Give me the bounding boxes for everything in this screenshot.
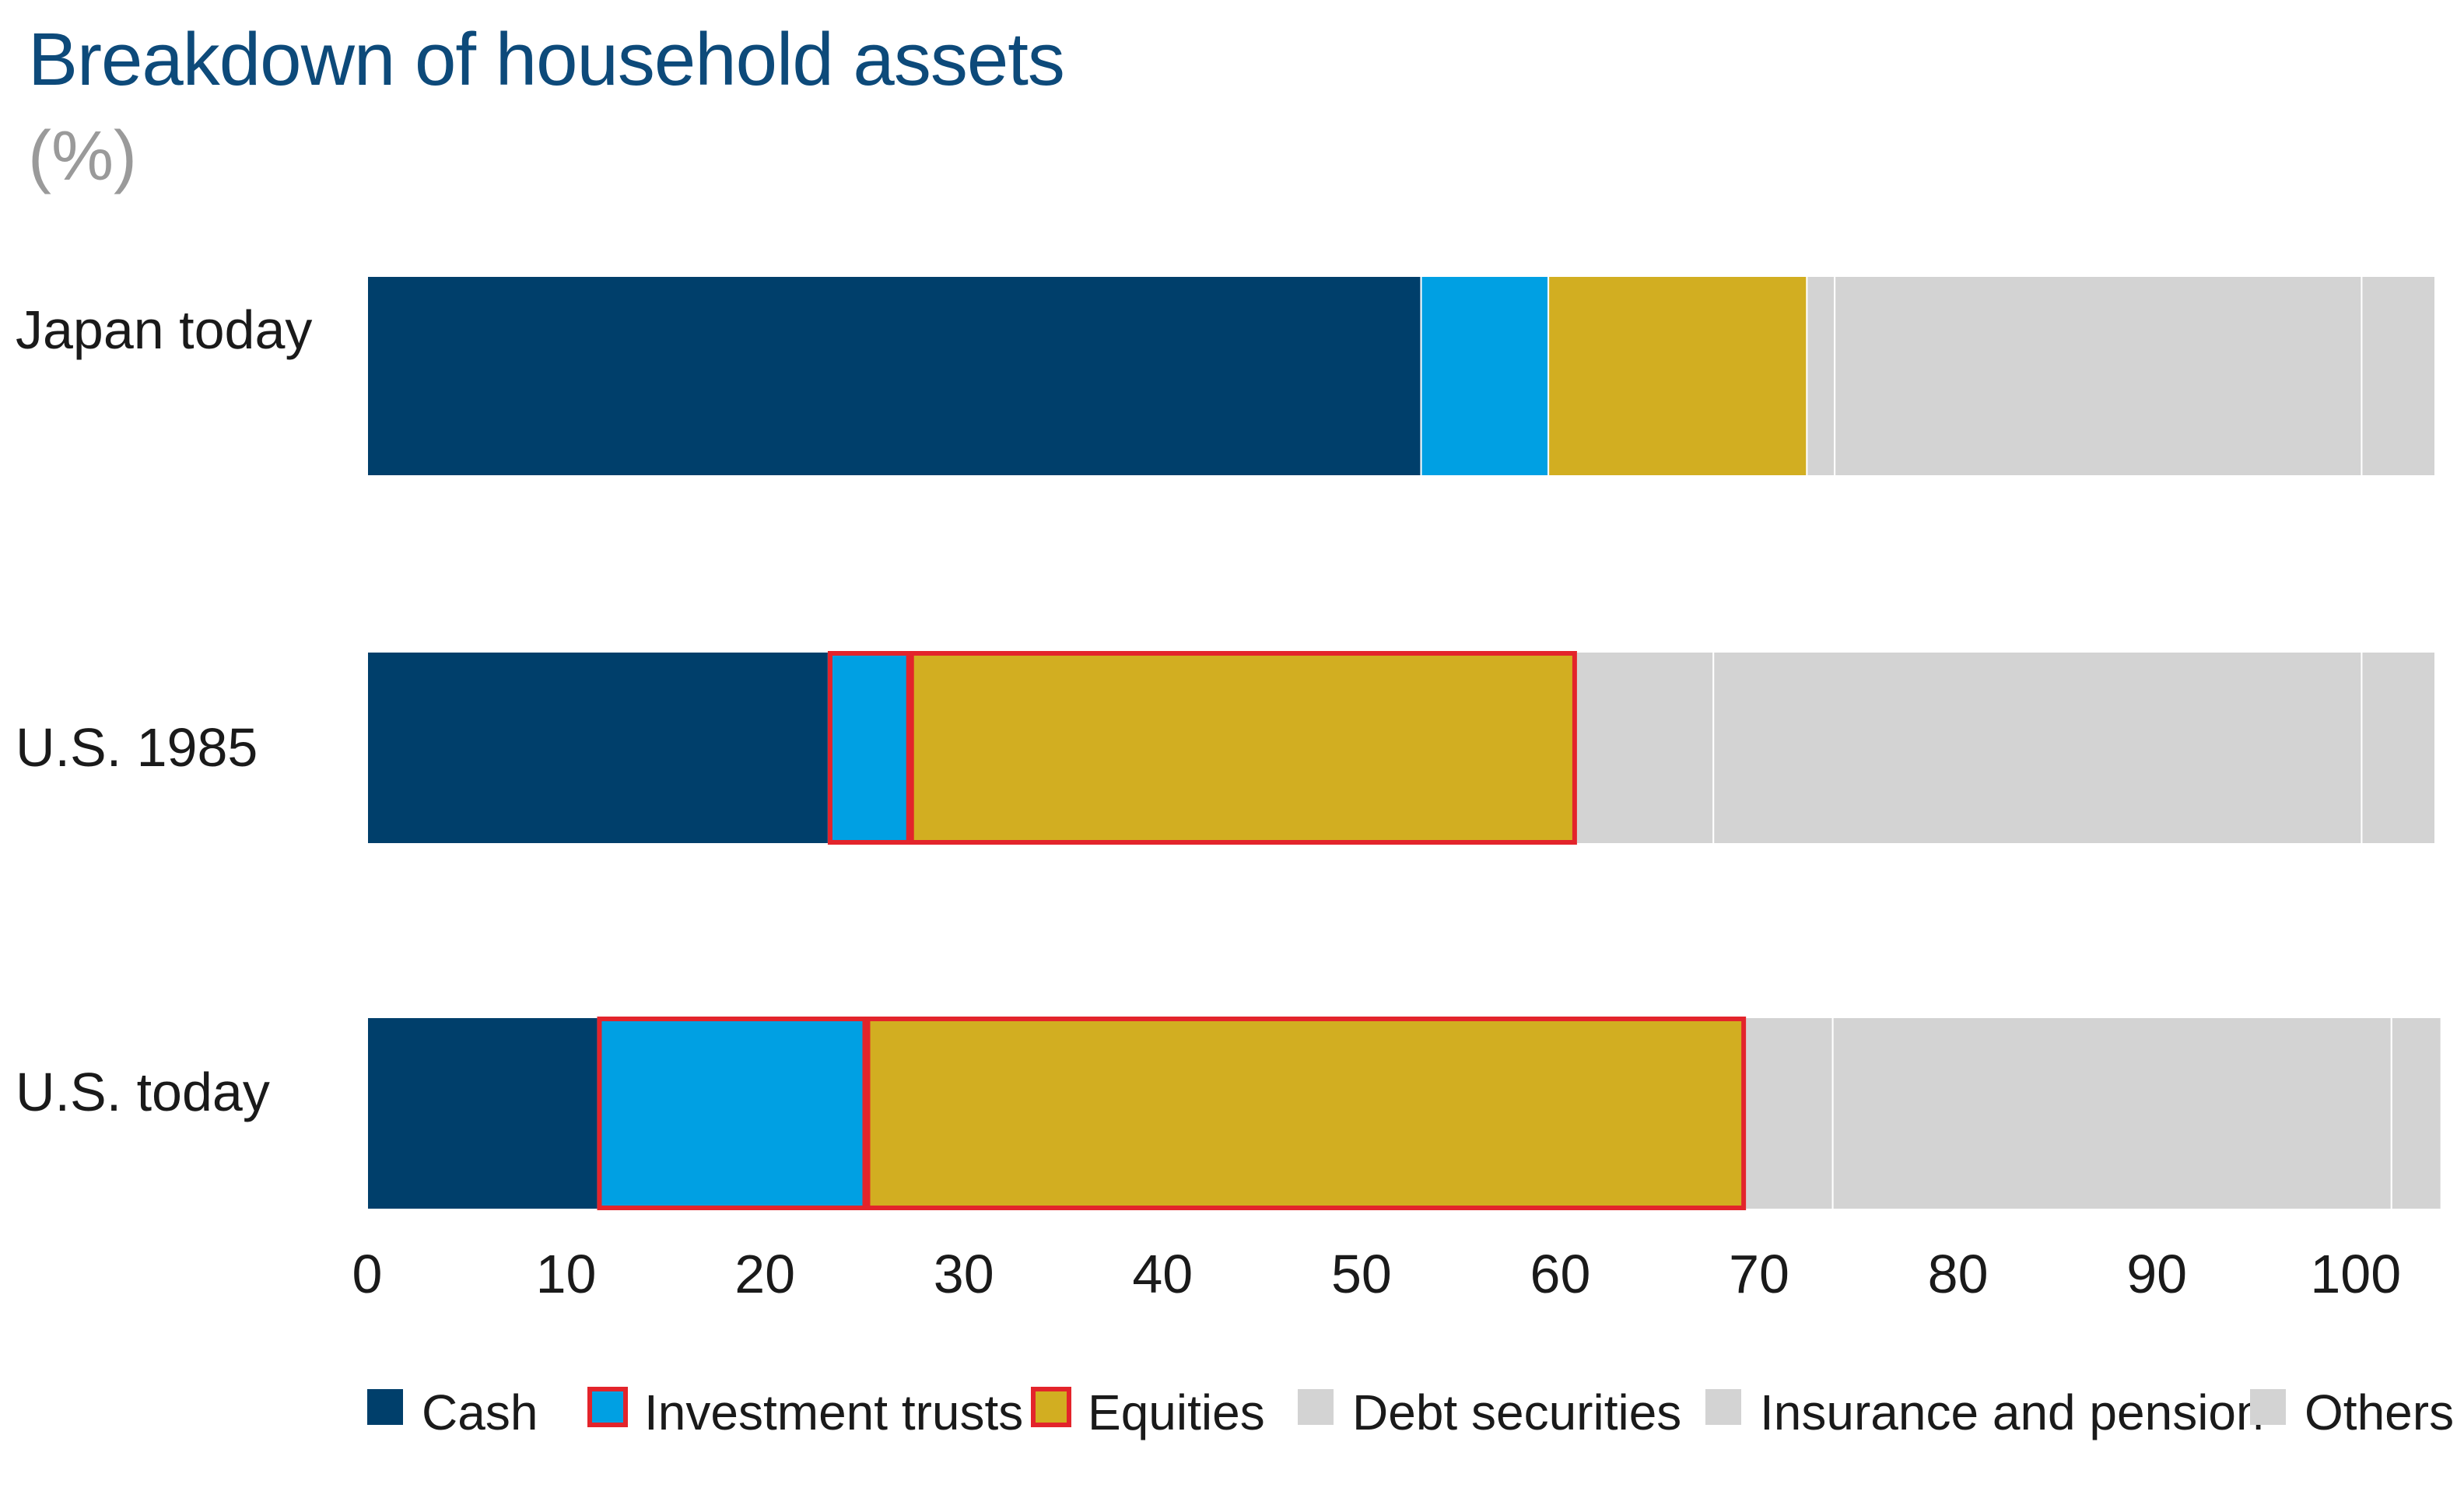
bar-segment-japan-today-investment-trusts <box>1420 275 1550 477</box>
highlight-u-s-1985-equities <box>909 651 1577 845</box>
legend-label-debt-securities: Debt securities <box>1352 1384 1681 1440</box>
bar-segment-u-s-1985-cash <box>366 651 829 845</box>
bar-segment-u-s-today-debt-securities <box>1744 1017 1834 1210</box>
legend-label-insurance-and-pension: Insurance and pension <box>1760 1384 2264 1440</box>
legend-swatch-others <box>2250 1389 2286 1425</box>
legend-swatch-cash <box>367 1389 403 1425</box>
bar-segment-u-s-1985-others <box>2361 651 2436 845</box>
x-tick-label-100: 100 <box>2310 1244 2401 1304</box>
bar-segment-u-s-1985-debt-securities <box>1575 651 1715 845</box>
bar-segment-u-s-1985-insurance-and-pension <box>1712 651 2363 845</box>
x-tick-label-20: 20 <box>734 1244 795 1304</box>
chart-subtitle: (%) <box>28 117 137 195</box>
bars-group <box>366 275 2442 1210</box>
x-tick-label-40: 40 <box>1132 1244 1193 1304</box>
highlight-u-s-today-investment-trusts <box>597 1017 867 1210</box>
bar-segment-u-s-1985-investment-trusts <box>827 651 911 845</box>
bar-segment-japan-today-debt-securities <box>1806 275 1836 477</box>
bar-segment-japan-today-others <box>2361 275 2436 477</box>
legend-label-cash: Cash <box>422 1384 538 1440</box>
bar-segment-u-s-today-equities <box>865 1017 1747 1210</box>
category-labels: Japan today U.S. 1985 U.S. today <box>16 299 312 1122</box>
x-tick-label-90: 90 <box>2126 1244 2187 1304</box>
bar-segment-u-s-today-others <box>2390 1017 2442 1210</box>
category-label-u-s-today: U.S. today <box>16 1062 270 1122</box>
bar-segment-japan-today-equities <box>1547 275 1808 477</box>
legend-swatch-investment-trusts <box>587 1387 628 1427</box>
x-tick-label-50: 50 <box>1331 1244 1392 1304</box>
bar-segment-u-s-today-cash <box>366 1017 599 1210</box>
legend-label-others: Others <box>2305 1384 2454 1440</box>
legend-swatch-insurance-and-pension <box>1705 1389 1741 1425</box>
bar-segment-japan-today-cash <box>366 275 1422 477</box>
x-tick-label-70: 70 <box>1729 1244 1789 1304</box>
legend-label-equities: Equities <box>1088 1384 1265 1440</box>
highlight-u-s-today-equities <box>865 1017 1747 1210</box>
bar-segment-u-s-today-investment-trusts <box>597 1017 867 1210</box>
bar-segment-u-s-today-insurance-and-pension <box>1831 1017 2392 1210</box>
x-tick-label-10: 10 <box>536 1244 597 1304</box>
category-label-japan-today: Japan today <box>16 299 312 360</box>
legend-swatch-debt-securities <box>1298 1389 1334 1425</box>
x-tick-label-30: 30 <box>934 1244 994 1304</box>
bar-segment-japan-today-insurance-and-pension <box>1834 275 2363 477</box>
x-tick-label-0: 0 <box>352 1244 383 1304</box>
x-tick-label-60: 60 <box>1530 1244 1591 1304</box>
highlight-u-s-1985-investment-trusts <box>827 651 911 845</box>
chart-title: Breakdown of household assets <box>28 18 1065 101</box>
legend: Cash Investment trusts Equities Debt securi… <box>367 1384 2454 1440</box>
x-tick-label-80: 80 <box>1928 1244 1989 1304</box>
category-label-u-s-1985: U.S. 1985 <box>16 717 258 778</box>
legend-label-investment-trusts: Investment trusts <box>644 1384 1023 1440</box>
highlight-group <box>597 651 1747 1210</box>
legend-swatch-equities <box>1031 1387 1071 1427</box>
bar-segment-u-s-1985-equities <box>909 651 1577 845</box>
x-axis-ticks: 0 10 20 30 40 50 60 70 80 90 100 <box>352 1244 2402 1304</box>
